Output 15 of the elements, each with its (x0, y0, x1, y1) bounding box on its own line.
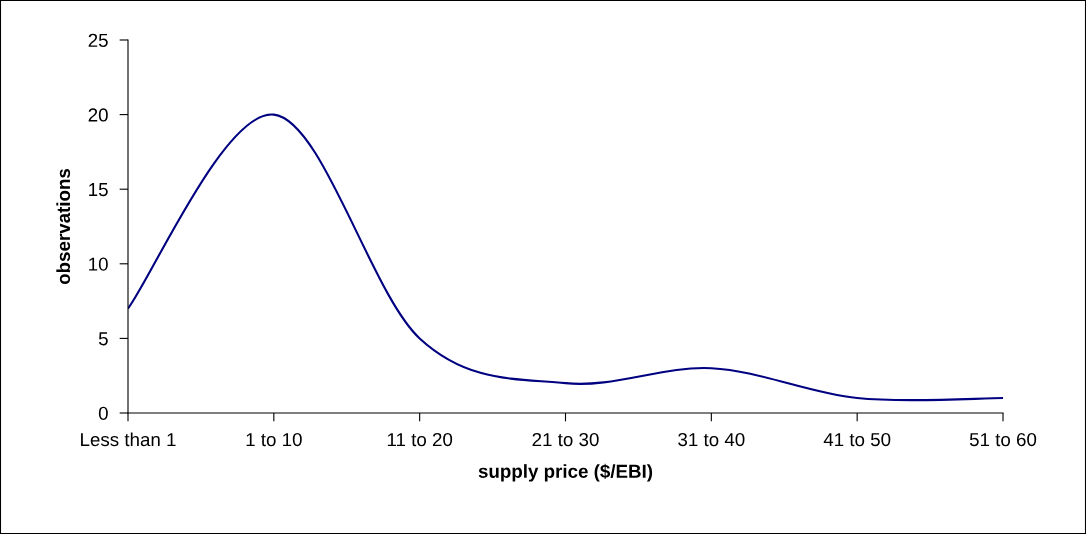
x-tick-label: 1 to 10 (246, 432, 302, 447)
y-tick-label: 0 (98, 406, 108, 420)
y-tick-label: 5 (98, 332, 108, 346)
y-tick-label: 15 (89, 183, 108, 197)
x-axis-title: supply price ($/EBI) (478, 463, 653, 482)
y-axis-title: observations (56, 168, 71, 285)
x-tick-label: 51 to 60 (969, 432, 1037, 447)
y-tick-label: 20 (88, 108, 108, 122)
x-tick-label: 31 to 40 (678, 432, 745, 447)
x-tick-label: 21 to 30 (532, 432, 599, 447)
x-tick-label: 41 to 50 (823, 432, 891, 447)
x-tick-label: 11 to 20 (387, 432, 453, 447)
y-tick-label: 25 (88, 33, 108, 47)
x-tick-label: Less than 1 (81, 432, 176, 447)
y-tick-label: 10 (89, 257, 108, 271)
